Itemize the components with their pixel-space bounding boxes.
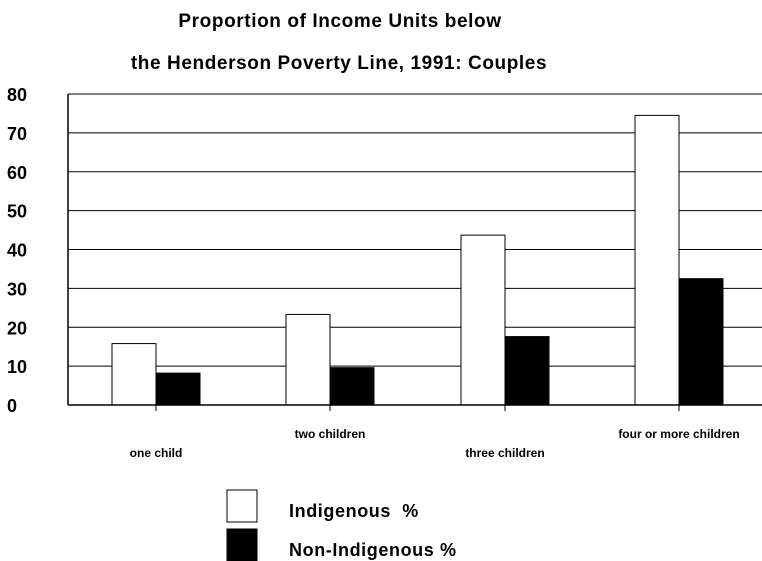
bar-indigenous-two-children	[285, 313, 331, 406]
chart-title-line-1: Proportion of Income Units below	[178, 11, 501, 32]
bar-indigenous-three-children	[460, 234, 506, 406]
y-tick-label: 70	[7, 124, 27, 144]
legend-swatch-indigenous	[226, 489, 258, 523]
x-category-label: two children	[295, 427, 366, 441]
y-axis-ticks: 0 10 20 30 40 50 60 70 80	[7, 85, 27, 416]
y-tick-label: 10	[7, 357, 27, 377]
y-tick-label: 80	[7, 85, 27, 105]
y-tick-label: 30	[7, 279, 27, 299]
x-category-label: four or more children	[618, 427, 739, 441]
bar-indigenous-four-or-more-children	[634, 114, 680, 406]
legend-label-non-indigenous: Non-Indigenous %	[289, 540, 457, 560]
y-tick-label: 0	[7, 396, 17, 416]
legend-label-indigenous: Indigenous %	[289, 501, 419, 521]
y-tick-label: 20	[7, 318, 27, 338]
y-tick-label: 50	[7, 202, 27, 222]
gridlines	[68, 93, 762, 367]
bar-non-indigenous-one-child	[155, 372, 201, 406]
bar-non-indigenous-three-children	[504, 336, 550, 406]
bar-indigenous-one-child	[111, 343, 157, 406]
y-tick-label: 60	[7, 163, 27, 183]
x-category-label: three children	[465, 446, 544, 460]
x-axis-labels: one child two children three children four …	[130, 405, 740, 460]
bar-non-indigenous-two-children	[329, 367, 375, 406]
x-category-label: one child	[130, 446, 183, 460]
legend: Indigenous % Non-Indigenous %	[226, 489, 457, 561]
legend-swatch-non-indigenous	[226, 528, 258, 561]
chart-title-line-2: the Henderson Poverty Line, 1991: Couple…	[131, 53, 547, 74]
y-tick-label: 40	[7, 241, 27, 261]
bars	[111, 114, 724, 406]
bar-non-indigenous-four-or-more-children	[678, 278, 724, 406]
